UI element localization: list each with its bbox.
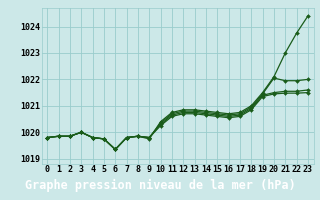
Text: Graphe pression niveau de la mer (hPa): Graphe pression niveau de la mer (hPa) — [25, 178, 295, 192]
